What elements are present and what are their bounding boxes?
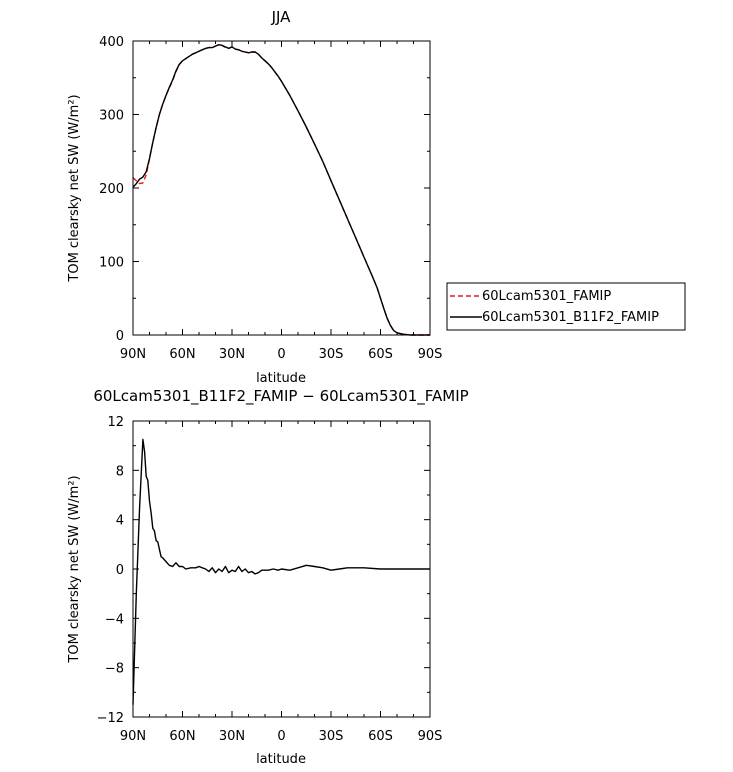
top-chart-panel: JJA 90N 60N 30N 0 30S 60S 90S 0 100 200 300 400 lat…	[67, 8, 686, 386]
y-tick-label: −8	[105, 662, 124, 677]
legend-label-famip: 60Lcam5301_FAMIP	[482, 289, 611, 304]
legend-box	[446, 282, 686, 331]
bottom-chart-y-axis-label: TOM clearsky net SW (W/m²)	[67, 475, 82, 663]
x-tick-label: 60S	[368, 729, 393, 744]
x-tick-label: 60N	[169, 729, 195, 744]
y-tick-label: 4	[116, 514, 124, 529]
top-chart-series-group	[132, 44, 430, 336]
x-tick-label: 90N	[120, 729, 146, 744]
top-chart-title: JJA	[271, 8, 292, 26]
top-chart-axes: 90N 60N 30N 0 30S 60S 90S 0 100 200 300 400	[99, 35, 442, 362]
legend: 60Lcam5301_FAMIP 60Lcam5301_B11F2_FAMIP	[446, 282, 686, 331]
x-tick-label: 90S	[418, 729, 443, 744]
top-plot-frame	[132, 40, 431, 336]
bottom-chart-title: 60Lcam5301_B11F2_FAMIP − 60Lcam5301_FAMI…	[93, 387, 468, 406]
bottom-chart-series-group	[132, 438, 430, 705]
y-tick-label: 200	[99, 182, 124, 197]
x-tick-label: 60N	[169, 347, 195, 362]
y-tick-label: 0	[116, 329, 124, 344]
y-tick-label: −12	[97, 711, 124, 726]
y-tick-label: 300	[99, 109, 124, 124]
x-tick-label: 30S	[319, 347, 344, 362]
series-line-0-1	[132, 44, 430, 336]
series-line-1-0	[132, 438, 430, 705]
y-tick-label: 0	[116, 563, 124, 578]
x-tick-label: 60S	[368, 347, 393, 362]
legend-label-b11f2: 60Lcam5301_B11F2_FAMIP	[482, 310, 659, 325]
y-tick-label: −4	[105, 612, 124, 627]
x-tick-label: 30N	[219, 347, 245, 362]
y-tick-label: 12	[107, 415, 124, 430]
y-tick-label: 100	[99, 256, 124, 271]
x-tick-label: 30S	[319, 729, 344, 744]
x-tick-label: 90S	[418, 347, 443, 362]
y-tick-label: 400	[99, 35, 124, 50]
series-line-0-0	[132, 44, 430, 336]
bottom-chart-panel: 60Lcam5301_B11F2_FAMIP − 60Lcam5301_FAMI…	[67, 387, 469, 767]
bottom-chart-axes: 90N 60N 30N 0 30S 60S 90S −12 −8 −4 0 4 8 12	[97, 415, 443, 744]
top-chart-y-axis-label: TOM clearsky net SW (W/m²)	[67, 94, 82, 282]
top-chart-x-axis-label: latitude	[256, 371, 306, 386]
x-tick-label: 30N	[219, 729, 245, 744]
bottom-chart-x-axis-label: latitude	[256, 752, 306, 767]
x-tick-label: 0	[277, 347, 285, 362]
y-tick-label: 8	[116, 464, 124, 479]
x-tick-label: 0	[277, 729, 285, 744]
x-tick-label: 90N	[120, 347, 146, 362]
